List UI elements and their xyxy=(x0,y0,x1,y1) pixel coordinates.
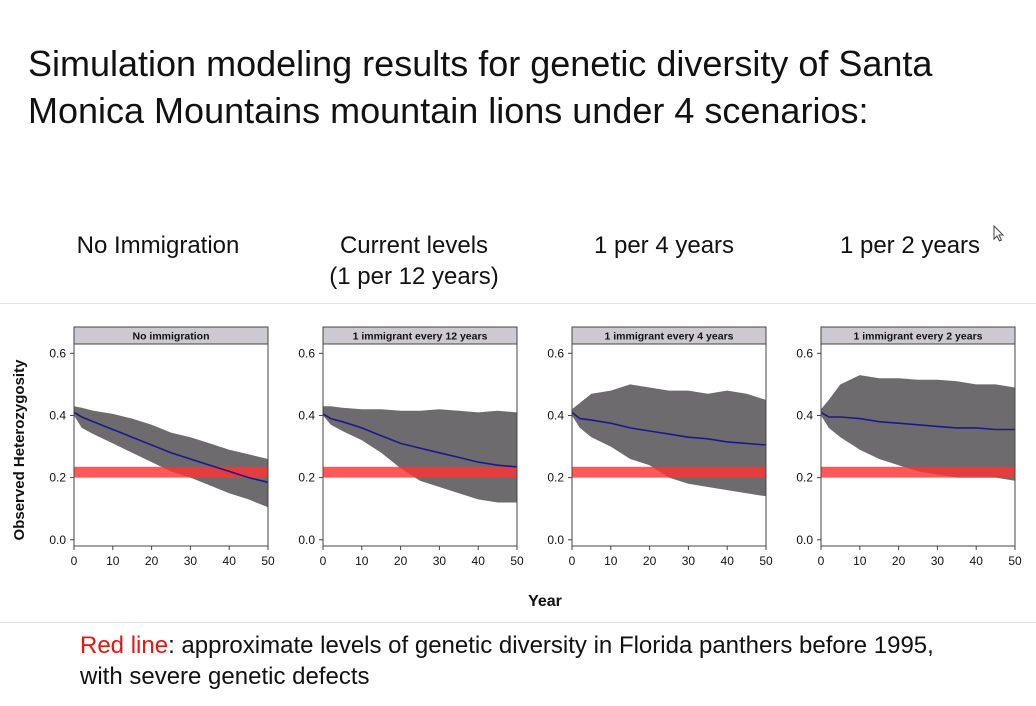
uncertainty-band xyxy=(572,384,766,497)
y-tick-label: 0.0 xyxy=(796,533,813,547)
reference-band xyxy=(323,466,517,478)
heterozygosity-chart: No immigration 0.0 0.2 0.4 0.6 0 10 20 30 40 50 1 i… xyxy=(11,326,1022,610)
y-tick-label: 0.0 xyxy=(298,533,315,547)
uncertainty-band xyxy=(74,406,268,508)
scenario-label-1-per-2-years: 1 per 2 years xyxy=(785,230,1035,261)
x-tick-label: 10 xyxy=(853,554,867,568)
uncertainty-band xyxy=(821,375,1015,481)
scenario-label-line: 1 per 4 years xyxy=(593,232,735,259)
x-tick-label: 40 xyxy=(721,554,735,568)
x-tick-label: 20 xyxy=(892,554,906,568)
x-tick-label: 0 xyxy=(569,554,576,568)
plot-frame xyxy=(73,343,269,547)
y-tick-label: 0.2 xyxy=(298,471,315,485)
x-tick-label: 20 xyxy=(394,554,408,568)
mean-line xyxy=(73,411,269,484)
slide-title: Simulation modeling results for genetic … xyxy=(28,43,933,131)
y-tick-label: 0.0 xyxy=(49,533,66,547)
y-axis-title: Observed Heterozygosity xyxy=(11,359,28,541)
y-tick-label: 0.4 xyxy=(49,408,66,422)
mean-line xyxy=(571,411,767,446)
x-tick-label: 30 xyxy=(682,554,696,568)
y-tick-label: 0.6 xyxy=(49,346,66,360)
scenario-label-1-per-4-years: 1 per 4 years xyxy=(539,230,789,261)
y-tick-label: 0.2 xyxy=(796,471,813,485)
x-tick-label: 0 xyxy=(320,554,327,568)
y-tick-label: 0.4 xyxy=(796,408,813,422)
x-tick-label: 40 xyxy=(223,554,237,568)
panel-title: 1 immigrant every 4 years xyxy=(605,331,734,343)
y-tick-label: 0.6 xyxy=(298,346,315,360)
x-tick-label: 10 xyxy=(106,554,120,568)
y-tick-label: 0.2 xyxy=(49,471,66,485)
reference-band xyxy=(74,466,268,478)
x-tick-label: 0 xyxy=(818,554,825,568)
uncertainty-band xyxy=(323,406,517,503)
panel-title: 1 immigrant every 12 years xyxy=(353,331,488,343)
y-tick-label: 0.6 xyxy=(796,346,813,360)
reference-band xyxy=(821,466,1015,478)
plot-frame xyxy=(820,343,1016,547)
plot-frame xyxy=(322,343,518,547)
y-tick-label: 0.6 xyxy=(547,346,564,360)
x-tick-label: 40 xyxy=(970,554,984,568)
x-tick-label: 50 xyxy=(261,554,275,568)
y-tick-label: 0.4 xyxy=(547,408,564,422)
panel-title: No immigration xyxy=(132,331,209,343)
x-tick-label: 20 xyxy=(145,554,159,568)
scenario-label-line: Current levels xyxy=(339,232,489,259)
reference-band xyxy=(572,466,766,478)
mean-line xyxy=(820,411,1015,431)
y-tick-label: 0.2 xyxy=(547,471,564,485)
scenario-label-current-levels: Current levels (1 per 12 years) xyxy=(289,230,539,292)
panel-title: 1 immigrant every 2 years xyxy=(854,331,983,343)
x-tick-label: 50 xyxy=(759,554,773,568)
x-axis-title: Year xyxy=(528,593,562,610)
mean-line xyxy=(322,413,518,468)
scenario-label-line: No Immigration xyxy=(76,232,240,259)
x-tick-label: 20 xyxy=(643,554,657,568)
footnote-highlight: Red line xyxy=(80,632,169,659)
scenario-label-line: (1 per 12 years) xyxy=(329,263,499,290)
x-tick-label: 50 xyxy=(510,554,524,568)
figure-panel: No immigration 0.0 0.2 0.4 0.6 0 10 20 30 40 50 1 i… xyxy=(0,303,1036,623)
mouse-pointer-icon xyxy=(993,225,1005,242)
y-tick-label: 0.4 xyxy=(298,408,315,422)
x-tick-label: 30 xyxy=(931,554,945,568)
x-tick-label: 0 xyxy=(71,554,78,568)
scenario-label-line: 1 per 2 years xyxy=(839,232,981,259)
footnote: Red line: approximate levels of genetic … xyxy=(80,630,980,692)
x-tick-label: 30 xyxy=(184,554,198,568)
scenario-label-no-immigration: No Immigration xyxy=(33,230,283,261)
x-tick-label: 30 xyxy=(433,554,447,568)
plot-frame xyxy=(571,343,767,547)
x-tick-label: 10 xyxy=(355,554,369,568)
footnote-text: : approximate levels of genetic diversit… xyxy=(80,632,934,690)
x-tick-label: 10 xyxy=(604,554,618,568)
y-tick-label: 0.0 xyxy=(547,533,564,547)
x-tick-label: 50 xyxy=(1008,554,1022,568)
x-tick-label: 40 xyxy=(472,554,486,568)
